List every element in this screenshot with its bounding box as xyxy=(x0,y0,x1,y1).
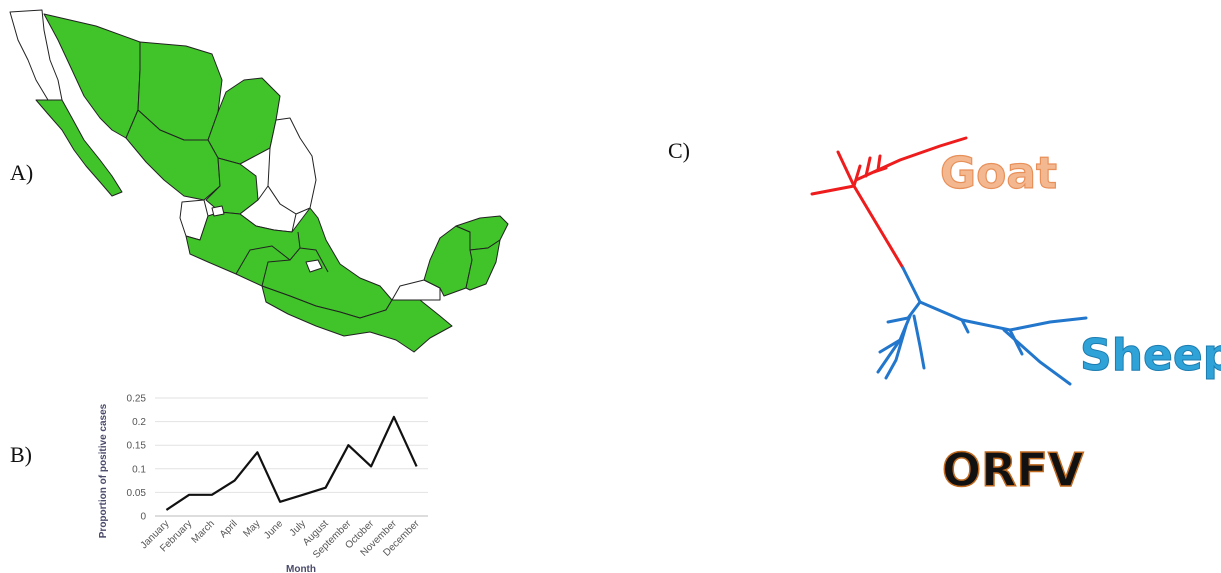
panel-label-c: C) xyxy=(668,138,690,163)
chart-y-tick-label: 0.05 xyxy=(127,488,147,499)
sheep-branches xyxy=(876,266,1088,386)
chart-y-axis-title: Proportion of positive cases xyxy=(98,403,109,538)
tree-sheep-label: Sheep xyxy=(1080,330,1221,381)
map-state-baja-california-sur xyxy=(35,99,123,197)
chart-y-tick-label: 0.2 xyxy=(132,417,146,428)
chart-y-tick-labels: 0 0.05 0.1 0.15 0.2 0.25 xyxy=(127,394,147,523)
tree-title-orfv: ORFV xyxy=(942,443,1084,497)
mexico-map xyxy=(9,9,509,353)
tree-goat-label: Goat xyxy=(940,148,1057,199)
panel-label-b: B) xyxy=(10,442,32,467)
chart-y-tick-label: 0.1 xyxy=(132,464,146,475)
map-internal-border xyxy=(235,231,329,287)
map-state-quintana-roo xyxy=(465,239,501,291)
chart-y-tick-label: 0 xyxy=(140,512,146,523)
panel-label-a: A) xyxy=(10,160,34,185)
chart-gridlines xyxy=(155,397,428,517)
map-state-sonora xyxy=(43,13,141,139)
chart-y-tick-label: 0.15 xyxy=(127,441,147,452)
chart-y-tick-label: 0.25 xyxy=(127,394,147,405)
chart-series-line xyxy=(165,415,418,511)
chart-x-axis-title: Month xyxy=(286,564,316,573)
goat-branches xyxy=(810,136,968,270)
map-state-oaxaca xyxy=(261,285,453,353)
map-state-aguascalientes xyxy=(211,205,225,217)
map-state-mexico-city xyxy=(305,259,323,273)
